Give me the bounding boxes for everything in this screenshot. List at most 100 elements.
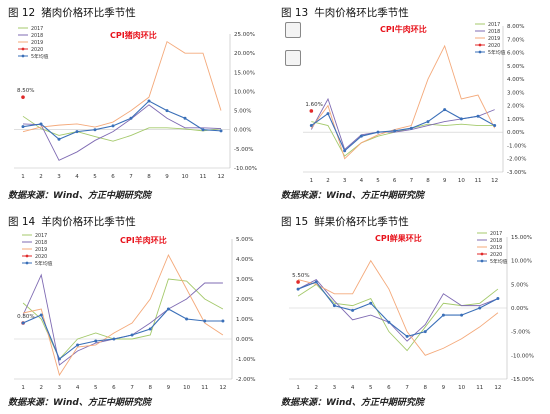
data-point-avg [314,280,318,284]
x-tick-label: 7 [129,174,133,180]
figure-title: 图 13 牛肉价格环比季节性 [281,5,409,20]
data-label-2020: 0.80% [17,314,34,320]
data-point-avg [423,330,427,334]
y-tick-label: -1.00% [236,357,255,363]
x-tick-label: 6 [387,385,391,391]
data-point-avg [130,333,134,337]
y-tick-label: 4.00% [236,257,253,263]
x-tick-label: 8 [149,385,153,391]
data-point-avg [460,313,464,317]
image-icon[interactable] [285,50,301,66]
x-tick-label: 12 [494,385,501,391]
y-tick-label: 2.00% [507,104,524,110]
y-tick-label: 5.00% [236,237,253,243]
figure-number: 图 12 [8,7,36,19]
legend-marker [480,252,484,256]
legend-marker [478,43,482,47]
x-tick-label: 4 [351,385,355,391]
figure-caption: 鲜果价格环比季节性 [314,216,409,228]
data-point-avg [21,321,25,325]
x-tick-label: 4 [75,174,79,180]
y-tick-label: 25.00% [234,32,255,38]
data-point-avg [405,334,409,338]
legend-label: 5年均值 [31,53,49,60]
data-label-2020: 8.50% [17,88,34,94]
y-tick-label: 6.00% [507,51,524,57]
x-tick-label: 3 [58,385,62,391]
data-point-avg [359,134,363,138]
figure-14: 图 14 羊肉价格环比季节性 -2.00% -1.00% 0.00% 1.00% 2.00… [0,207,275,414]
y-tick-label: 10.00% [511,259,532,265]
legend-label: 5年均值 [35,260,53,267]
legend-label: 2018 [490,238,502,244]
data-point-avg [129,116,133,120]
figure-number: 图 14 [8,216,36,228]
legend-label: 2019 [490,245,502,251]
x-tick-label: 9 [442,385,446,391]
data-point-avg [369,301,373,305]
figure-15: 图 15 鲜果价格环比季节性 -15.00% -10.00% -5.00% 0.00% 5… [275,207,550,414]
legend-label: 2017 [31,26,43,32]
series-line-2017 [297,283,499,352]
x-tick-label: 11 [201,385,208,391]
x-tick-label: 2 [39,174,43,180]
legend-label: 2018 [488,29,500,35]
y-tick-label: 20.00% [234,51,255,57]
source-note: 数据来源：Wind、方正中期研究院 [281,398,424,408]
x-tick-label: 9 [167,385,171,391]
y-tick-label: -10.00% [511,353,534,359]
y-tick-label: 1.00% [507,117,524,123]
data-point-avg [387,320,391,324]
chart-callout: CPI猪肉环比 [110,30,157,40]
figure-title: 图 12 猪肉价格环比季节性 [8,5,136,20]
x-tick-label: 7 [130,385,134,391]
data-point-avg [148,327,152,331]
y-tick-label: 8.00% [507,24,524,30]
data-point-avg [203,319,207,323]
copy-icon[interactable] [285,22,301,38]
y-tick-label: 0.00% [507,130,524,136]
data-point-avg [166,307,170,311]
chart-callout: CPI牛肉环比 [380,24,427,34]
x-tick-label: 8 [147,174,151,180]
y-tick-label: 10.00% [234,89,255,95]
data-point-avg [459,117,463,121]
figure-title: 图 15 鲜果价格环比季节性 [281,214,409,229]
x-tick-label: 3 [57,174,61,180]
data-point-avg [57,357,61,361]
data-label-2020: 5.50% [292,273,309,279]
data-point-avg [376,130,380,134]
data-label-2020: 1.60% [305,102,322,108]
y-tick-label: -5.00% [234,147,253,153]
data-point-avg [393,129,397,133]
data-point-avg [39,122,43,126]
x-tick-label: 10 [458,178,465,184]
data-point-avg [493,124,497,128]
figure-number: 图 15 [281,216,309,228]
series-line-5年均值 [22,100,222,140]
x-tick-label: 11 [200,174,207,180]
x-tick-label: 3 [333,385,337,391]
legend-label: 2018 [35,240,47,246]
y-tick-label: 15.00% [511,235,532,241]
y-tick-label: 1.00% [236,317,253,323]
y-tick-label: 5.00% [511,282,528,288]
x-tick-label: 11 [476,385,483,391]
series-line-5年均值 [297,281,499,338]
x-tick-label: 10 [458,385,465,391]
data-point-avg [309,124,313,128]
x-tick-label: 5 [369,385,373,391]
y-tick-label: 0.00% [234,128,251,134]
data-point-avg [441,313,445,317]
data-point-avg [21,125,25,129]
legend-label: 2019 [35,247,47,253]
legend-label: 2017 [490,231,502,237]
y-tick-label: 7.00% [507,37,524,43]
legend-label: 5年均值 [490,258,508,265]
data-point-avg [94,339,98,343]
legend-label: 2017 [35,233,47,239]
x-tick-label: 1 [310,178,314,184]
data-point-avg [496,297,500,301]
data-point-avg [76,343,80,347]
series-line-2017 [22,278,224,360]
